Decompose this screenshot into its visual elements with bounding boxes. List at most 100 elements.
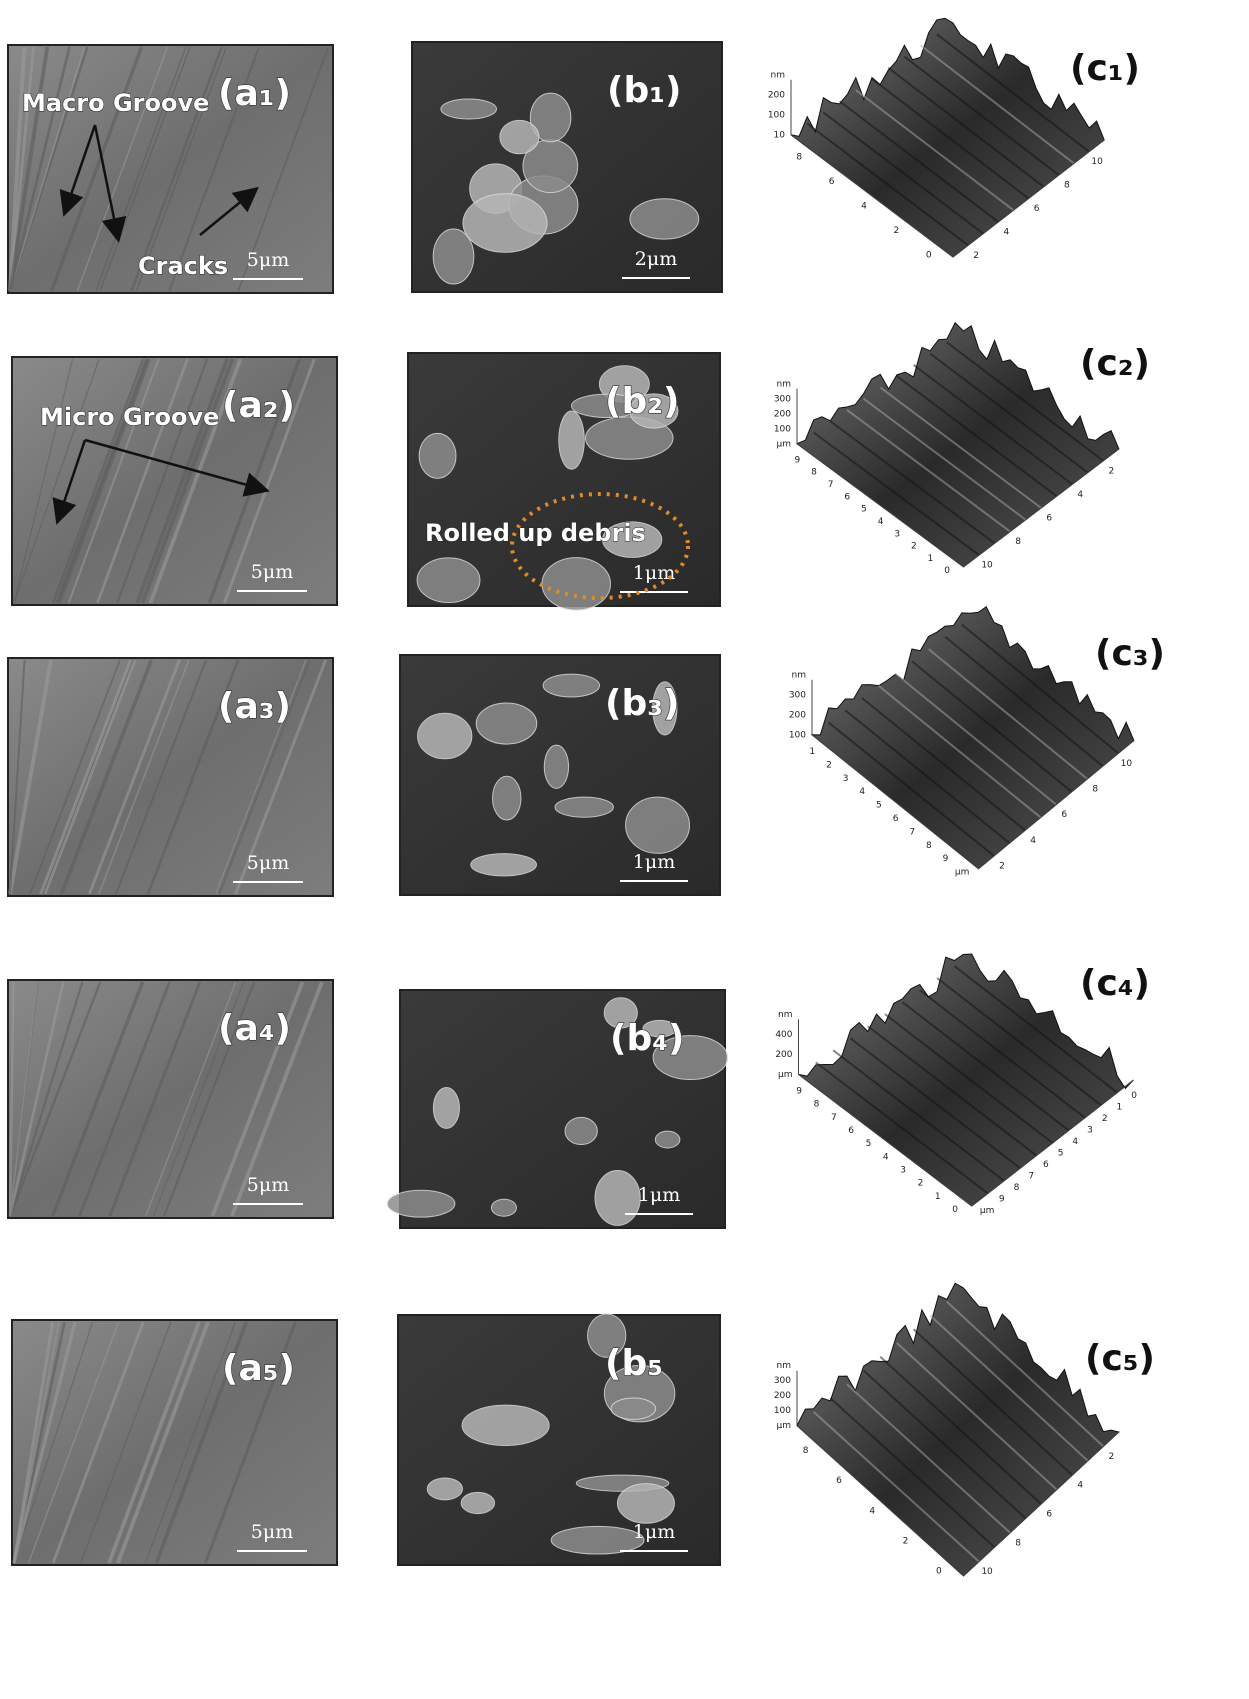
x-tick-label: 6 bbox=[844, 492, 850, 502]
debris bbox=[500, 120, 539, 153]
x-tick-label: 6 bbox=[836, 1476, 842, 1486]
x-tick-label: 9 bbox=[794, 455, 800, 465]
x-tick-label: 7 bbox=[828, 480, 834, 490]
debris bbox=[476, 703, 537, 744]
z-tick-label: nm bbox=[777, 1361, 791, 1371]
z-tick-label: μm bbox=[778, 1070, 793, 1080]
z-tick-label: μm bbox=[777, 1421, 792, 1431]
panel-label: (b₄) bbox=[610, 1018, 684, 1059]
y-tick-label: 9 bbox=[999, 1194, 1005, 1204]
y-tick-label: 4 bbox=[1077, 490, 1083, 500]
panel-label: (a₂) bbox=[222, 385, 295, 426]
panel-label: (a₃) bbox=[218, 686, 291, 727]
y-tick-label: 4 bbox=[1077, 1481, 1083, 1491]
z-tick-label: 200 bbox=[768, 90, 785, 100]
annotation: Micro Groove bbox=[40, 403, 219, 431]
x-tick-label: 8 bbox=[926, 841, 932, 851]
x-tick-label: 8 bbox=[796, 153, 802, 163]
debris bbox=[441, 99, 497, 119]
z-tick-label: 300 bbox=[774, 1376, 791, 1386]
debris bbox=[418, 713, 472, 759]
debris bbox=[491, 1199, 516, 1216]
z-tick-label: 200 bbox=[774, 409, 791, 419]
x-tick-label: μm bbox=[955, 868, 970, 878]
debris bbox=[427, 1478, 462, 1500]
z-tick-label: 100 bbox=[789, 730, 806, 740]
x-tick-label: 2 bbox=[911, 542, 917, 552]
x-tick-label: 5 bbox=[876, 801, 882, 811]
annotation: Cracks bbox=[138, 252, 228, 280]
x-tick-label: 4 bbox=[859, 787, 865, 797]
debris bbox=[543, 674, 599, 697]
y-tick-label: 8 bbox=[1092, 784, 1098, 794]
y-tick-label: 5 bbox=[1058, 1149, 1064, 1159]
z-tick-label: nm bbox=[778, 1010, 792, 1020]
panel-label: (a₅) bbox=[222, 1348, 295, 1389]
scale-label: 5μm bbox=[247, 1174, 289, 1196]
y-tick-label: 8 bbox=[1015, 537, 1021, 547]
debris bbox=[542, 558, 610, 610]
scale-label: 5μm bbox=[251, 561, 293, 583]
scale-label: 5μm bbox=[247, 852, 289, 874]
x-tick-label: 3 bbox=[894, 529, 900, 539]
z-tick-label: μm bbox=[777, 439, 792, 449]
z-tick-label: 400 bbox=[775, 1030, 792, 1040]
debris bbox=[630, 199, 699, 239]
y-tick-label: 8 bbox=[1015, 1538, 1021, 1548]
z-tick-label: 200 bbox=[774, 1391, 791, 1401]
x-tick-label: 2 bbox=[894, 226, 900, 236]
scale-label: 1μm bbox=[633, 851, 675, 873]
y-tick-label: μm bbox=[980, 1206, 995, 1216]
y-tick-label: 8 bbox=[1014, 1183, 1020, 1193]
z-tick-label: 200 bbox=[789, 710, 806, 720]
x-tick-label: 6 bbox=[848, 1126, 854, 1136]
debris bbox=[655, 1131, 680, 1148]
x-tick-label: 3 bbox=[900, 1165, 906, 1175]
debris bbox=[611, 1398, 656, 1419]
debris bbox=[462, 1405, 549, 1445]
x-tick-label: 1 bbox=[935, 1192, 941, 1202]
debris bbox=[595, 1171, 640, 1226]
scale-label: 1μm bbox=[638, 1184, 680, 1206]
debris bbox=[544, 745, 568, 788]
panel-label: (a₄) bbox=[218, 1008, 291, 1049]
x-tick-label: 2 bbox=[903, 1536, 909, 1546]
debris bbox=[433, 1088, 459, 1129]
x-tick-label: 4 bbox=[861, 201, 867, 211]
z-tick-label: 300 bbox=[789, 690, 806, 700]
y-tick-label: 6 bbox=[1046, 513, 1052, 523]
x-tick-label: 5 bbox=[866, 1139, 872, 1149]
x-tick-label: 1 bbox=[809, 747, 815, 757]
y-tick-label: 10 bbox=[981, 1567, 993, 1577]
y-tick-label: 7 bbox=[1028, 1171, 1034, 1181]
y-tick-label: 10 bbox=[1121, 759, 1133, 769]
scale-label: 5μm bbox=[247, 249, 289, 271]
y-tick-label: 4 bbox=[1030, 836, 1036, 846]
x-tick-label: 8 bbox=[814, 1100, 820, 1110]
z-tick-label: 10 bbox=[774, 130, 786, 140]
z-tick-label: 100 bbox=[774, 424, 791, 434]
debris bbox=[387, 1190, 455, 1217]
debris bbox=[551, 1526, 644, 1554]
debris bbox=[626, 797, 690, 853]
debris bbox=[555, 797, 613, 817]
panel-label: (c₁) bbox=[1070, 48, 1140, 89]
debris bbox=[471, 854, 537, 876]
x-tick-label: 0 bbox=[944, 566, 950, 576]
x-tick-label: 9 bbox=[796, 1086, 802, 1096]
x-tick-label: 7 bbox=[909, 827, 915, 837]
panel-label: (a₁) bbox=[218, 73, 291, 114]
y-tick-label: 8 bbox=[1064, 181, 1070, 191]
x-tick-label: 0 bbox=[936, 1566, 942, 1576]
panel-label: (b₅ bbox=[605, 1343, 663, 1384]
y-tick-label: 6 bbox=[1043, 1160, 1049, 1170]
scale-label: 5μm bbox=[251, 1521, 293, 1543]
afm-surface bbox=[797, 1283, 1119, 1576]
debris bbox=[419, 433, 456, 478]
annotation: Macro Groove bbox=[22, 89, 209, 117]
y-tick-label: 4 bbox=[1072, 1137, 1078, 1147]
y-tick-label: 2 bbox=[1102, 1114, 1108, 1124]
debris bbox=[463, 194, 547, 253]
annotation: Rolled up debris bbox=[425, 519, 646, 547]
x-tick-label: 4 bbox=[883, 1152, 889, 1162]
